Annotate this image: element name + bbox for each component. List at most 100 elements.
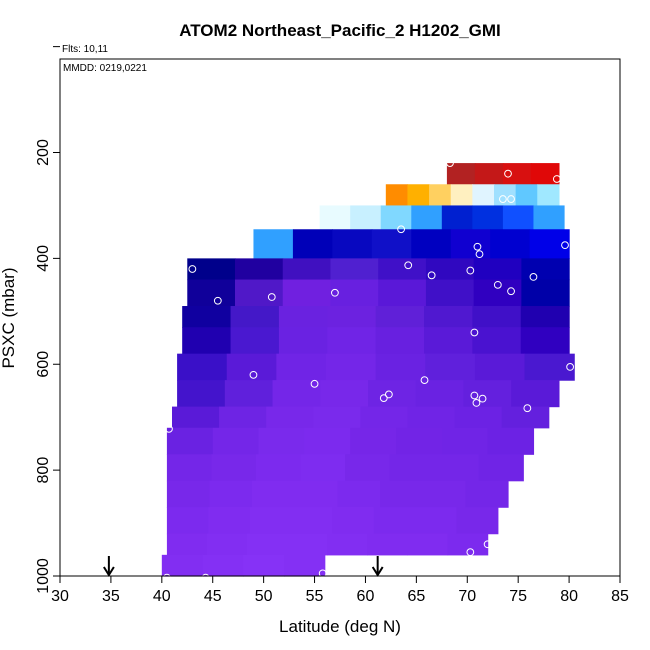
x-tick-label: 55 — [306, 588, 324, 605]
sample-point — [310, 379, 319, 388]
y-tick-label: 200 — [35, 139, 52, 166]
heatmap-cell — [533, 205, 565, 230]
sample-point — [470, 391, 479, 400]
heatmap-cell — [332, 229, 373, 259]
sample-point — [165, 424, 173, 433]
heatmap-cell — [454, 406, 503, 429]
heatmap-cell — [501, 406, 550, 429]
heatmap-cell — [472, 327, 522, 355]
heatmap-cell — [429, 184, 452, 207]
x-axis-title: Latitude (deg N) — [279, 617, 401, 636]
heatmap-cell — [247, 533, 288, 556]
heatmap-cell — [300, 454, 346, 482]
heatmap-cell — [278, 327, 328, 355]
heatmap-cell — [473, 279, 522, 307]
y-axis-title: PSXC (mbar) — [0, 267, 18, 368]
heatmap-cell — [182, 306, 232, 328]
heatmap-cell — [529, 229, 570, 259]
heatmap-cell — [249, 507, 292, 535]
heatmap-cell — [375, 353, 426, 381]
heatmap-cell — [380, 205, 412, 230]
x-tick-label: 70 — [458, 588, 476, 605]
heatmap-cell — [345, 454, 391, 482]
flights-note: Flts: 10,11 — [62, 44, 108, 55]
heatmap-cell — [278, 306, 328, 328]
sample-point — [493, 280, 502, 289]
y-tick-label: 600 — [35, 351, 52, 378]
heatmap-cell — [187, 279, 236, 307]
sample-point — [466, 266, 475, 275]
heatmap-cell — [446, 163, 476, 185]
heatmap-cell — [291, 507, 333, 535]
sample-point — [201, 573, 210, 582]
heatmap-cell — [235, 258, 284, 281]
heatmap-cell — [304, 427, 351, 455]
heatmap-cell — [494, 184, 517, 207]
sample-point — [483, 540, 492, 549]
heatmap-cell — [294, 480, 339, 508]
heatmap-cell — [434, 454, 480, 482]
heatmap-cell — [266, 406, 314, 429]
x-tick-label: 50 — [255, 588, 273, 605]
sample-point — [473, 242, 482, 251]
heatmap-cell — [473, 258, 522, 281]
heatmap-cell — [389, 454, 435, 482]
heatmap-cell — [235, 279, 284, 307]
heatmap-cell — [472, 184, 495, 207]
y-tick-label: 400 — [35, 245, 52, 272]
heatmap-cell — [177, 353, 228, 381]
heatmap-cell — [375, 327, 425, 355]
heatmap-cell — [441, 205, 473, 230]
heatmap-cell — [515, 184, 538, 207]
heatmap-cell — [350, 205, 382, 230]
heatmap-cell — [332, 507, 375, 535]
heatmap-cell — [161, 554, 204, 577]
heatmap-cell — [276, 353, 327, 381]
heatmap-cell — [313, 406, 361, 429]
sample-point — [566, 362, 575, 371]
heatmap-cell — [256, 454, 302, 482]
heatmap-cell — [447, 533, 489, 556]
heatmap-cell — [327, 306, 377, 328]
heatmap-cell — [465, 480, 509, 508]
heatmap-cell — [187, 258, 236, 281]
heatmap-cell — [371, 229, 412, 259]
heatmap-cell — [208, 507, 251, 535]
heatmap-cell — [407, 533, 449, 556]
heatmap-cell — [219, 406, 267, 429]
sample-point — [552, 175, 561, 183]
heatmap-cell — [472, 205, 504, 230]
heatmap-cell — [415, 507, 458, 535]
heatmap-cell — [320, 380, 369, 408]
heatmap-cell — [474, 353, 526, 381]
heatmap-cell — [212, 427, 260, 455]
heatmap-cell — [411, 229, 452, 259]
heatmap-cell — [182, 327, 232, 355]
x-tick-label: 30 — [51, 588, 69, 605]
heatmap-cell — [373, 507, 416, 535]
heatmap-cell — [166, 507, 209, 535]
sample-point — [507, 287, 515, 296]
heatmap-cell — [207, 533, 248, 556]
heatmap-cell — [327, 533, 368, 556]
heatmap-cell — [441, 427, 489, 455]
sample-point — [466, 548, 475, 557]
sample-point — [397, 225, 405, 234]
heatmap-cell — [425, 353, 476, 381]
sample-point — [472, 398, 481, 407]
heatmap-cell — [327, 327, 377, 355]
sample-point — [384, 390, 393, 399]
heatmap-cell — [502, 205, 535, 230]
sample-point — [267, 293, 276, 301]
sample-point — [331, 288, 339, 297]
heatmap-cell — [450, 229, 491, 259]
heatmap-cell — [166, 533, 208, 556]
y-tick-label: 1000 — [35, 558, 52, 594]
heatmap-cells — [161, 163, 575, 577]
heatmap-cell — [521, 279, 570, 307]
heatmap-cell — [230, 327, 280, 355]
sample-point — [188, 265, 197, 273]
heatmap-cell — [415, 380, 465, 408]
sample-point — [475, 250, 484, 259]
